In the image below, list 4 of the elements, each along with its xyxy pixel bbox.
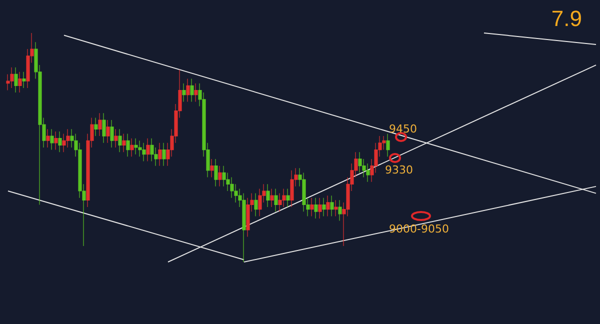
- annotation: 9000-9050: [389, 222, 449, 236]
- annotation: 9450: [389, 122, 417, 136]
- chart-title: 7.9: [551, 6, 582, 32]
- annotation: 9330: [385, 164, 413, 176]
